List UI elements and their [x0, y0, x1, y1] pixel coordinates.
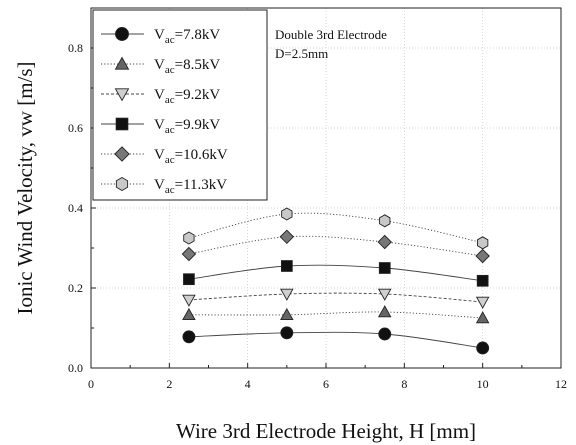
legend: Vac=7.8kV Vac=8.5kV Vac=9.2kV Vac=9.9kV Vac=…: [92, 9, 268, 201]
series-line: [188, 311, 483, 319]
data-point: [182, 294, 196, 307]
data-point: [377, 305, 392, 318]
series-line: [188, 212, 483, 244]
legend-label: Vac=9.9kV: [154, 117, 220, 136]
data-point: [475, 248, 490, 264]
x-tick-label: 6: [323, 377, 329, 391]
data-point: [378, 262, 391, 274]
series-line: [188, 292, 483, 303]
annotation-distance: D=2.5mm: [275, 46, 328, 61]
legend-marker: [115, 117, 129, 131]
y-tick-label: 0.0: [68, 361, 83, 375]
series-line: [188, 331, 483, 349]
data-point: [183, 231, 195, 245]
series-line: [188, 264, 483, 282]
y-tick-label: 0.6: [68, 121, 83, 135]
data-point: [476, 341, 490, 355]
data-point: [475, 296, 490, 309]
data-point: [377, 234, 392, 250]
data-point: [182, 330, 196, 344]
x-axis-title: Wire 3rd Electrode Height, H [mm]: [176, 419, 476, 443]
y-tick-label: 0.8: [68, 41, 83, 55]
x-tick-label: 8: [401, 377, 407, 391]
data-point: [183, 273, 195, 286]
data-point: [281, 207, 293, 221]
x-tick-label: 0: [88, 377, 94, 391]
data-point: [280, 307, 294, 321]
legend-box: [92, 9, 268, 201]
legend-marker: [114, 88, 130, 102]
legend-label: Vac=7.8kV: [154, 27, 220, 46]
legend-marker: [115, 176, 129, 192]
legend-marker: [114, 56, 130, 70]
y-tick-label: 0.2: [68, 281, 83, 295]
data-point: [475, 311, 490, 324]
y-tick-label: 0.4: [68, 201, 83, 215]
annotation-electrode: Double 3rd Electrode: [275, 27, 387, 42]
data-point: [280, 326, 294, 340]
x-tick-label: 4: [245, 377, 251, 391]
data-point: [476, 274, 489, 287]
legend-marker: [114, 146, 130, 162]
data-point: [182, 307, 196, 321]
legend-label: Vac=10.6kV: [154, 147, 228, 166]
x-tick-label: 2: [166, 377, 172, 391]
y-axis-title: Ionic Wind Velocity, vw [m/s]: [13, 61, 37, 314]
series-lines: [188, 212, 483, 349]
data-point: [379, 214, 391, 228]
legend-label: Vac=8.5kV: [154, 57, 220, 76]
x-tick-label: 10: [477, 377, 489, 391]
data-point: [280, 288, 294, 301]
legend-label: Vac=11.3kV: [154, 177, 227, 196]
axis-ticks: 0 2 4 6 8 10 12 0.0 0.2 0.4 0.6 0.8: [68, 7, 567, 391]
data-point: [280, 260, 293, 272]
data-point: [477, 236, 489, 250]
series-markers: [181, 207, 490, 355]
data-point: [377, 288, 392, 301]
legend-label: Vac=9.2kV: [154, 87, 220, 106]
series-line: [188, 235, 483, 257]
x-tick-label: 12: [555, 377, 567, 391]
legend-marker: [115, 27, 129, 41]
data-point: [279, 229, 295, 245]
data-point: [378, 327, 392, 341]
data-point: [181, 246, 197, 262]
